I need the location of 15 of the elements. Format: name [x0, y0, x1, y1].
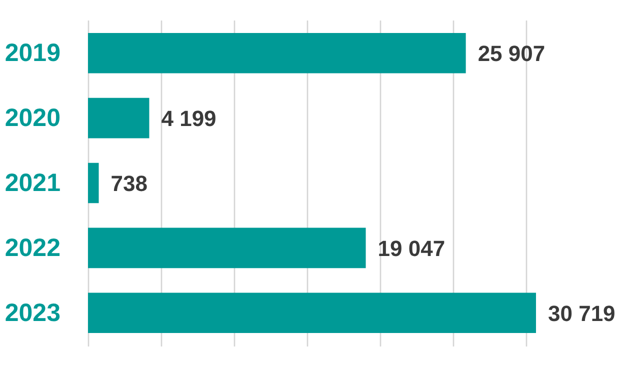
- y-tick-label: 2019: [4, 39, 60, 68]
- y-tick-label: 2022: [4, 234, 60, 262]
- bar: [88, 98, 150, 138]
- data-label: 19 047: [378, 236, 446, 261]
- bar: [88, 228, 366, 268]
- bar: [88, 162, 99, 204]
- y-tick-label: 2020: [4, 104, 60, 132]
- data-label: 25 907: [478, 41, 546, 66]
- bar: [88, 292, 536, 334]
- data-label: 30 719: [548, 300, 616, 326]
- y-tick-label: 2023: [4, 298, 60, 327]
- bar: [88, 32, 466, 74]
- data-label: 738: [110, 171, 148, 196]
- data-label: 4 199: [161, 106, 216, 132]
- y-tick-label: 2021: [4, 169, 61, 197]
